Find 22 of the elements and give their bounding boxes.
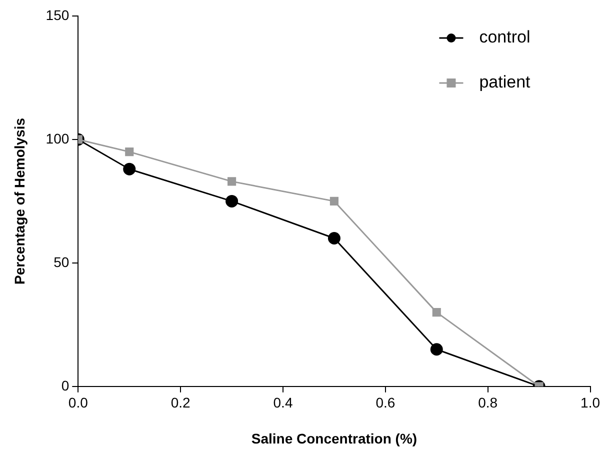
point — [226, 194, 238, 208]
x-tick-label: 0.0 — [68, 394, 88, 411]
x-tick-label: 1.0 — [580, 394, 600, 411]
legend-label: control — [479, 28, 530, 47]
x-tick-label: 0.4 — [273, 394, 293, 411]
x-tick-label: 0.2 — [170, 394, 191, 411]
point — [432, 308, 441, 317]
point — [123, 162, 136, 176]
point — [330, 196, 338, 206]
point — [228, 177, 236, 186]
x-axis-title: Saline Concentration (%) — [251, 430, 418, 446]
y-tick-label: 100 — [46, 130, 70, 146]
y-tick-label: 0 — [61, 377, 70, 394]
x-tick-label: 0.6 — [376, 394, 396, 411]
legend-label: patient — [479, 72, 531, 92]
point — [125, 148, 134, 156]
y-axis-title: Percentage of Hemolysis — [11, 118, 28, 284]
point — [328, 232, 340, 244]
point — [430, 343, 443, 356]
y-tick-label: 150 — [46, 6, 70, 23]
x-tick-label: 0.8 — [478, 394, 498, 411]
y-tick-label: 50 — [54, 254, 70, 270]
